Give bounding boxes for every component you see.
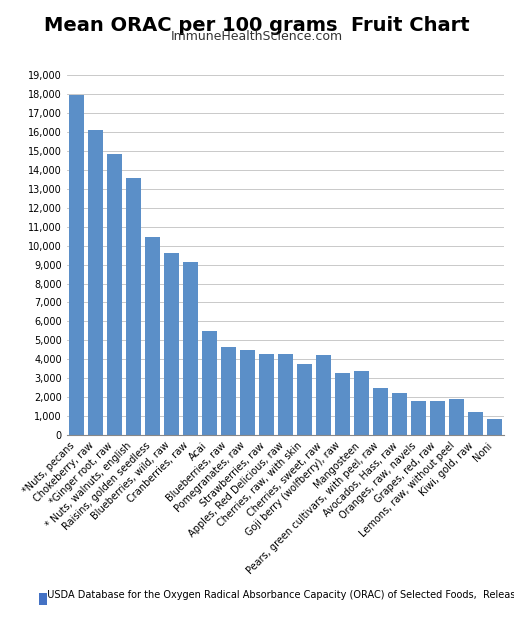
Bar bbox=[316, 355, 331, 435]
Bar bbox=[201, 331, 217, 435]
Bar bbox=[182, 262, 198, 435]
Bar bbox=[373, 388, 388, 435]
Bar bbox=[411, 401, 426, 435]
Bar bbox=[107, 154, 122, 435]
Bar bbox=[259, 354, 274, 435]
Bar bbox=[88, 131, 103, 435]
Bar bbox=[221, 346, 236, 435]
Bar bbox=[354, 371, 369, 435]
Bar bbox=[430, 401, 445, 435]
Bar bbox=[69, 95, 84, 435]
Bar bbox=[392, 392, 407, 435]
Bar bbox=[240, 350, 255, 435]
Bar bbox=[297, 364, 312, 435]
Text: ImmuneHealthScience.com: ImmuneHealthScience.com bbox=[171, 30, 343, 43]
Bar bbox=[487, 419, 502, 435]
Bar bbox=[468, 412, 483, 435]
Text: USDA Database for the Oxygen Radical Absorbance Capacity (ORAC) of Selected Food: USDA Database for the Oxygen Radical Abs… bbox=[41, 590, 514, 600]
Bar bbox=[449, 399, 464, 435]
Bar bbox=[335, 373, 350, 435]
Bar bbox=[126, 179, 141, 435]
Bar bbox=[163, 253, 179, 435]
Bar bbox=[278, 355, 293, 435]
Bar bbox=[145, 237, 160, 435]
Text: Mean ORAC per 100 grams  Fruit Chart: Mean ORAC per 100 grams Fruit Chart bbox=[44, 16, 470, 35]
